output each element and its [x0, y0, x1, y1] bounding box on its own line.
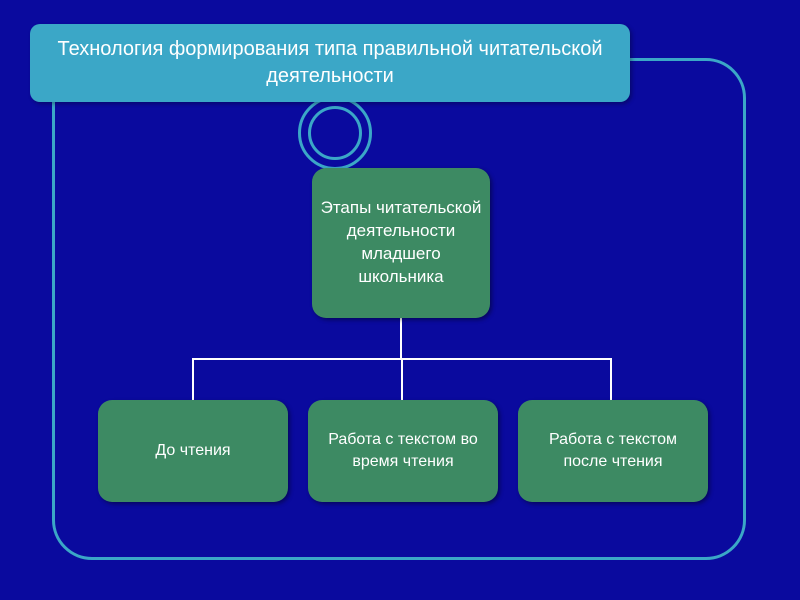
connector-child-2 — [401, 358, 403, 400]
node-child-3-label: Работа с текстом после чтения — [526, 429, 700, 472]
node-child-1: До чтения — [98, 400, 288, 502]
node-child-2: Работа с текстом во время чтения — [308, 400, 498, 502]
slide: Технология формирования типа правильной … — [0, 0, 800, 600]
node-child-2-label: Работа с текстом во время чтения — [316, 429, 490, 472]
node-root: Этапы читательской деятельности младшего… — [312, 168, 490, 318]
slide-title: Технология формирования типа правильной … — [50, 36, 610, 90]
title-banner: Технология формирования типа правильной … — [30, 24, 630, 102]
connector-child-1 — [192, 358, 194, 400]
node-child-1-label: До чтения — [155, 440, 230, 462]
connector-root-down — [400, 318, 402, 358]
node-root-label: Этапы читательской деятельности младшего… — [320, 197, 482, 289]
node-child-3: Работа с текстом после чтения — [518, 400, 708, 502]
decorative-ring-inner — [308, 106, 362, 160]
connector-child-3 — [610, 358, 612, 400]
